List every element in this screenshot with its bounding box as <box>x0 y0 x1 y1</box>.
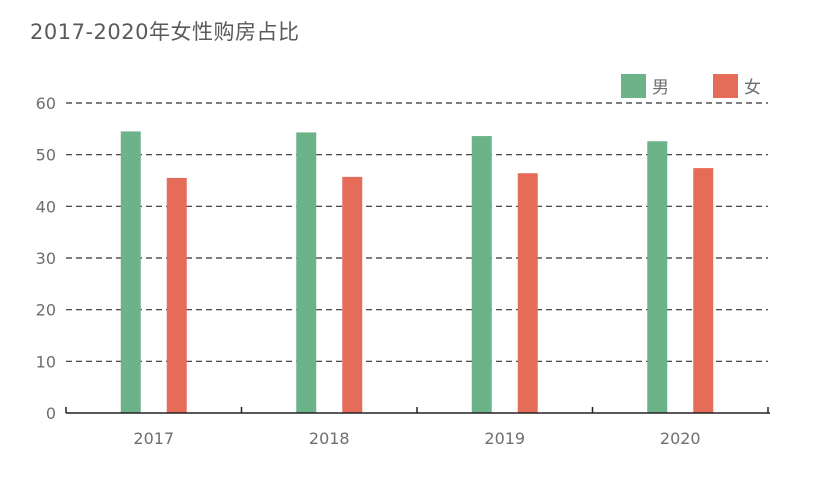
bar-2020-1 <box>693 168 714 413</box>
x-tick-label: 2017 <box>133 429 174 448</box>
y-tick-label: 30 <box>36 249 56 268</box>
x-axis: 2017 2018 2019 2020 <box>65 407 770 448</box>
legend-label: 男 <box>652 78 669 98</box>
bar-2017-0 <box>120 131 141 413</box>
y-axis-ticks: 0 10 20 30 40 50 60 <box>36 94 56 423</box>
bar-2019-1 <box>517 173 538 413</box>
y-tick-label: 50 <box>36 146 56 165</box>
y-tick-label: 60 <box>36 94 56 113</box>
bar-2020-0 <box>647 141 668 413</box>
x-tick-label: 2019 <box>484 429 525 448</box>
bar-2017-1 <box>166 177 187 413</box>
y-tick-label: 10 <box>36 352 56 371</box>
y-tick-label: 0 <box>46 404 56 423</box>
x-tick-label: 2018 <box>309 429 350 448</box>
legend-label: 女 <box>744 78 761 98</box>
bar-2019-0 <box>471 136 492 414</box>
y-tick-label: 20 <box>36 301 56 320</box>
y-tick-label: 40 <box>36 197 56 216</box>
x-tick-label: 2020 <box>660 429 701 448</box>
chart-title: 2017-2020年女性购房占比 <box>30 20 300 44</box>
bar-2018-0 <box>296 132 317 413</box>
legend-swatch <box>713 74 738 98</box>
legend-swatch <box>621 74 646 98</box>
bar-2018-1 <box>342 176 363 413</box>
legend: 男女 <box>621 74 761 98</box>
bars <box>120 131 714 414</box>
